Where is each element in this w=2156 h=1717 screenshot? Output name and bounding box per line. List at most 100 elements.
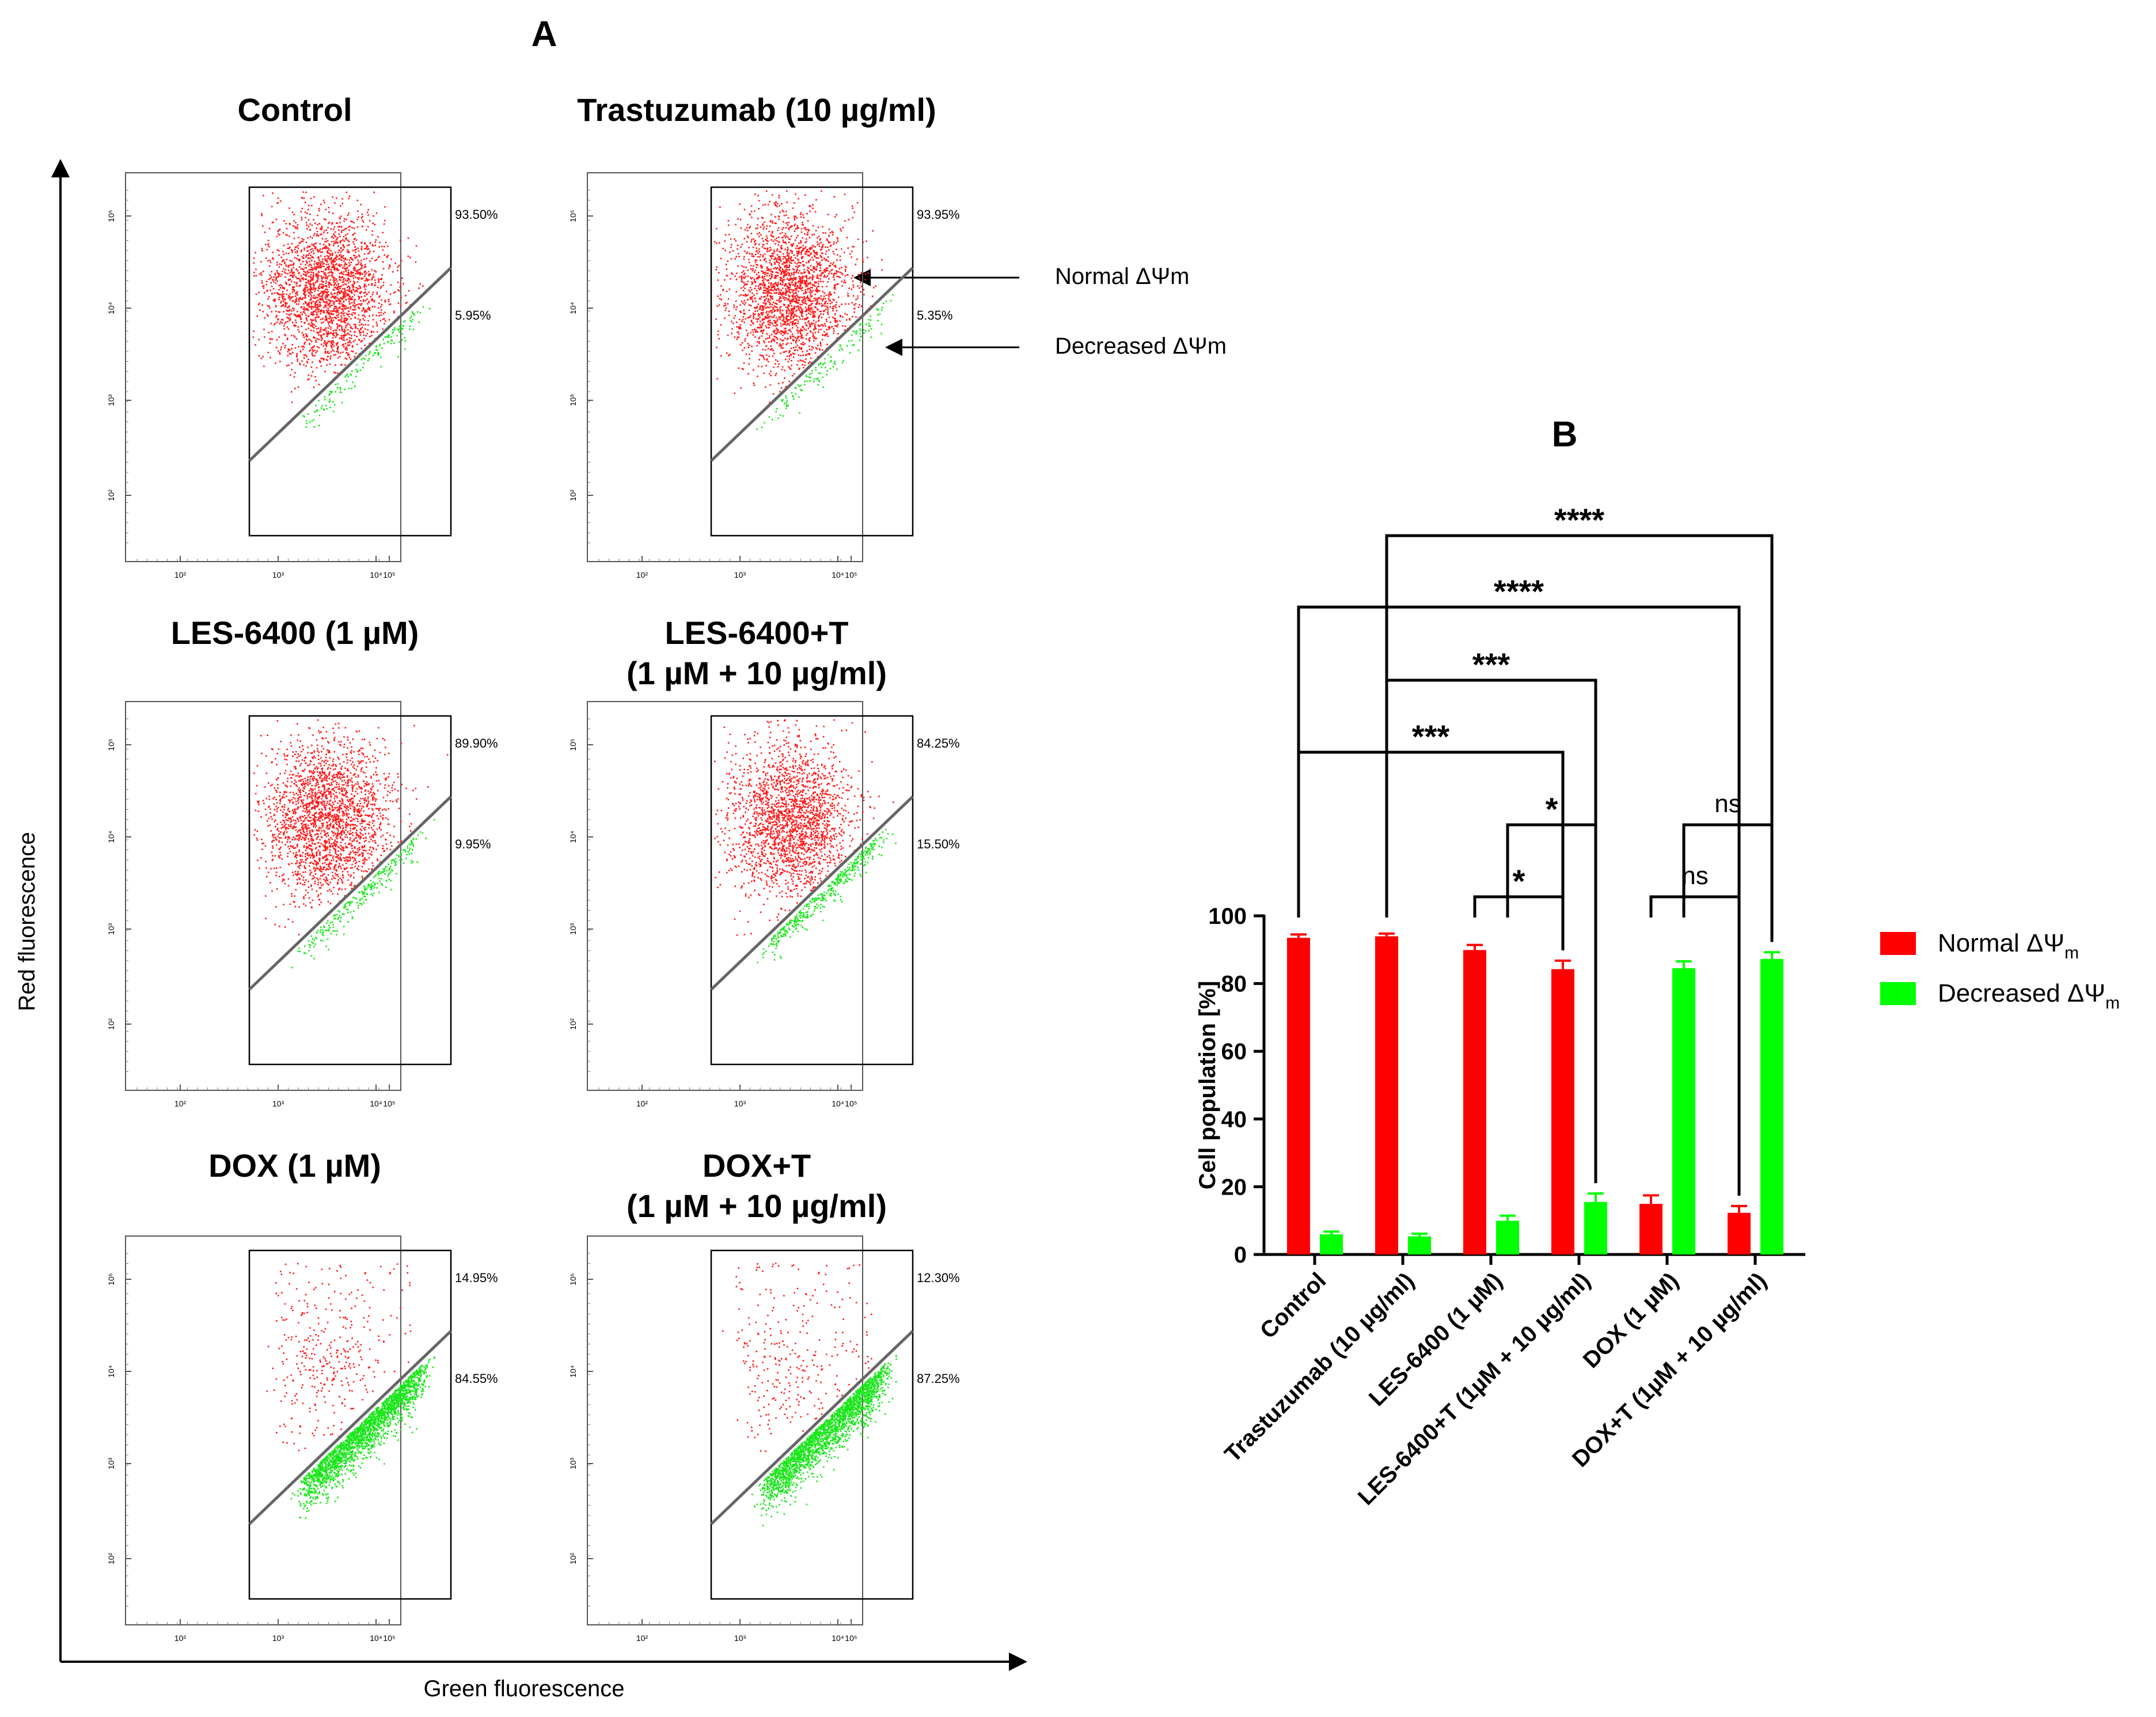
flow-plot-y-tick-label: 10⁴ bbox=[568, 302, 578, 314]
flow-plot-y-tick-label: 10⁵ bbox=[568, 1273, 578, 1285]
flow-plot-y-tick-label: 10³ bbox=[568, 1458, 578, 1470]
significance-label: * bbox=[1513, 863, 1525, 899]
panel-b: B 0 20 40 60 80 100 Cell population [%] Control… bbox=[1195, 415, 2120, 1510]
flow-plot-x-tick-label: 10⁵ bbox=[383, 570, 395, 579]
flow-plot-lower-percent: 9.95% bbox=[455, 837, 491, 851]
flow-plot-y-tick-label: 10² bbox=[107, 1018, 116, 1030]
legend-swatch bbox=[1880, 982, 1916, 1005]
legend-label-subscript: m bbox=[2105, 994, 2120, 1013]
significance-label: *** bbox=[1412, 718, 1450, 755]
flow-plot-upper-percent: 93.95% bbox=[917, 207, 960, 222]
flow-plot-normal-events bbox=[714, 190, 883, 404]
flow-plot-x-tick-label: 10³ bbox=[734, 570, 746, 579]
flow-plot-normal-events bbox=[252, 191, 424, 403]
flow-plot-y-tick-label: 10³ bbox=[107, 923, 116, 935]
flow-plot-lower-percent: 87.25% bbox=[917, 1371, 960, 1386]
flow-plot-gate-line bbox=[710, 795, 914, 991]
flow-plot-events bbox=[253, 719, 449, 969]
panel-a-y-axis-label: Red fluorescence bbox=[14, 832, 40, 1011]
flow-plot-lower-percent: 84.55% bbox=[455, 1371, 498, 1386]
flow-plot-y-tick-label: 10³ bbox=[568, 923, 578, 935]
flow-plot-y-tick-label: 10⁴ bbox=[107, 1365, 116, 1378]
flow-plot-x-tick-label: 10⁵ bbox=[383, 1633, 395, 1643]
flow-plot-title: (1 µM + 10 µg/ml) bbox=[627, 1188, 887, 1224]
bar bbox=[1287, 938, 1310, 1254]
flow-plot-x-tick-label: 10² bbox=[174, 570, 187, 579]
legend-label: Decreased ΔΨm bbox=[1938, 979, 2120, 1013]
flow-plot-y-tick-label: 10⁴ bbox=[568, 831, 578, 843]
flow-plot-x-tick-label: 10⁴ bbox=[832, 1633, 844, 1643]
flow-plot: LES-6400+T (1 µM + 10 µg/ml) 84.25% 15.50% 1… bbox=[568, 615, 960, 1108]
flow-plot-y-tick-label: 10⁵ bbox=[107, 738, 116, 751]
bar bbox=[1584, 1201, 1607, 1254]
flow-plot-frame bbox=[587, 701, 863, 1091]
bar bbox=[1760, 958, 1783, 1254]
flow-plot-gate-line bbox=[710, 1330, 914, 1525]
y-tick-label: 100 bbox=[1208, 904, 1247, 929]
flow-plot-gate bbox=[710, 1249, 914, 1600]
flow-plot-x-tick-label: 10² bbox=[174, 1099, 187, 1108]
flow-plot-decreased-events bbox=[290, 1356, 435, 1519]
significance-label: * bbox=[1546, 791, 1558, 827]
flow-plot-x-tick-label: 10⁴ bbox=[370, 1633, 382, 1643]
y-axis-label: Cell population [%] bbox=[1195, 981, 1220, 1189]
flow-plot-y-tick-label: 10⁴ bbox=[107, 302, 116, 314]
flow-plot-gate bbox=[248, 186, 452, 537]
flow-plot-x-tick-label: 10⁵ bbox=[845, 1099, 857, 1108]
bar bbox=[1375, 936, 1398, 1254]
flow-plot-x-tick-label: 10³ bbox=[272, 1633, 284, 1643]
bar bbox=[1728, 1212, 1751, 1254]
bar bbox=[1496, 1221, 1519, 1254]
flow-plot-y-tick-label: 10³ bbox=[568, 395, 578, 407]
flow-plot-y-tick-label: 10² bbox=[568, 490, 578, 502]
flow-plot: Trastuzumab (10 µg/ml)93.95%5.35%10⁵10⁴1… bbox=[568, 92, 960, 579]
flow-plot-x-tick-label: 10⁴ bbox=[370, 1099, 382, 1108]
significance-label: ns bbox=[1681, 862, 1708, 890]
significance-bracket: ns bbox=[1649, 862, 1741, 1196]
flow-plot-y-tick-label: 10⁵ bbox=[107, 1273, 116, 1285]
significance-bracket: *** bbox=[1297, 718, 1565, 950]
y-tick-label: 0 bbox=[1234, 1242, 1247, 1268]
flow-plot-y-tick-label: 10⁵ bbox=[568, 738, 578, 751]
flow-plot-x-tick-label: 10³ bbox=[272, 570, 284, 579]
flow-plot-y-tick-label: 10² bbox=[107, 490, 116, 502]
flow-plot-y-tick-label: 10² bbox=[107, 1553, 116, 1565]
flow-plot-decreased-events bbox=[751, 1355, 897, 1526]
decreased-annotation-label: Decreased ΔΨm bbox=[1055, 333, 1227, 359]
flow-plot-y-tick-label: 10³ bbox=[107, 1458, 116, 1470]
y-tick-label: 80 bbox=[1221, 972, 1247, 997]
flow-plot-x-tick-label: 10² bbox=[174, 1633, 187, 1643]
bar bbox=[1408, 1236, 1431, 1254]
flow-plot-gate bbox=[710, 715, 914, 1066]
legend: Normal ΔΨm Decreased ΔΨm bbox=[1880, 929, 2120, 1013]
flow-plot-title: Trastuzumab (10 µg/ml) bbox=[577, 92, 936, 128]
legend-label: Normal ΔΨm bbox=[1938, 929, 2079, 962]
panel-a-label: A bbox=[532, 14, 557, 54]
flow-plot-frame bbox=[587, 1235, 863, 1625]
bar bbox=[1463, 950, 1486, 1254]
bar bbox=[1551, 969, 1574, 1254]
flow-plot-events bbox=[714, 190, 894, 430]
flow-plot-x-tick-label: 10² bbox=[636, 1633, 648, 1643]
flow-plot-x-tick-label: 10⁴ bbox=[370, 570, 382, 579]
flow-plot-gate bbox=[248, 715, 452, 1066]
flow-plot-lower-percent: 5.95% bbox=[455, 308, 491, 323]
flow-plot-events bbox=[722, 1263, 897, 1526]
flow-plot-upper-percent: 84.25% bbox=[917, 736, 960, 751]
flow-plot-y-tick-label: 10⁴ bbox=[107, 831, 116, 843]
flow-plot-decreased-events bbox=[756, 294, 894, 430]
flow-plot-title: LES-6400+T bbox=[665, 615, 848, 651]
flow-plot-x-tick-label: 10⁴ bbox=[832, 1099, 844, 1108]
flow-plot-frame bbox=[125, 701, 401, 1091]
significance-label: **** bbox=[1494, 573, 1544, 609]
panel-a-x-axis-label: Green fluorescence bbox=[423, 1676, 624, 1701]
flow-plot-frame bbox=[587, 172, 863, 562]
flow-plot-x-tick-label: 10³ bbox=[734, 1633, 746, 1643]
